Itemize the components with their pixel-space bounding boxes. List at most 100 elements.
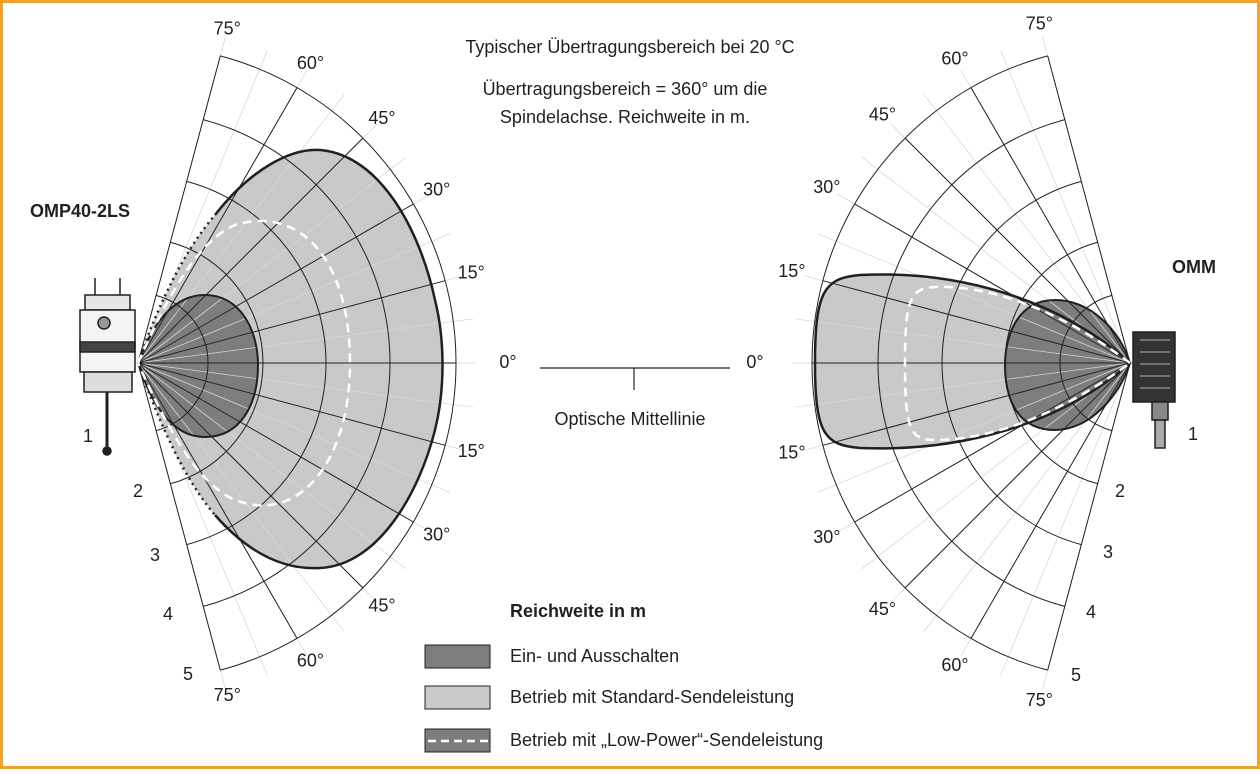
legend-swatch xyxy=(424,644,491,669)
legend-item: Ein- und Ausschalten xyxy=(510,646,679,666)
header-line: Typischer Übertragungsbereich bei 20 °C xyxy=(465,37,794,57)
minor-ray xyxy=(794,362,1131,408)
minor-ray xyxy=(817,233,1131,364)
ray xyxy=(970,362,1131,639)
minor-ray xyxy=(1000,362,1131,676)
switch-outline xyxy=(1003,298,1132,432)
standard-outline xyxy=(813,273,1132,450)
minor-ray xyxy=(923,362,1131,632)
ray xyxy=(1047,362,1131,671)
ray xyxy=(854,362,1131,523)
minor-ray xyxy=(137,156,407,364)
ray xyxy=(822,362,1131,446)
angle-label: 75° xyxy=(214,19,241,39)
range-label: 5 xyxy=(183,664,193,684)
range-label: 5 xyxy=(1071,665,1081,685)
minor-ray xyxy=(817,362,1131,493)
range-label: 4 xyxy=(1086,602,1096,622)
switch-region xyxy=(1005,300,1130,430)
angle-label: 45° xyxy=(869,104,896,124)
angle-label: 30° xyxy=(423,524,450,544)
angle-label: 60° xyxy=(297,53,324,73)
ray xyxy=(822,280,1131,364)
angle-label: 30° xyxy=(813,177,840,197)
minor-ray xyxy=(137,318,474,364)
ring xyxy=(220,55,457,671)
angle-label: 75° xyxy=(214,685,241,705)
angle-label: 60° xyxy=(941,49,968,69)
range-label: 2 xyxy=(1115,481,1125,501)
angle-label: 60° xyxy=(941,655,968,675)
range-label: 3 xyxy=(150,545,160,565)
range-label: 2 xyxy=(133,481,143,501)
legend: Reichweite in m Ein- und Ausschalten Bet… xyxy=(424,601,823,753)
ray xyxy=(137,362,298,639)
minor-ray xyxy=(137,362,345,632)
ring xyxy=(186,180,327,546)
standard-region xyxy=(138,149,443,569)
range-label: 3 xyxy=(1103,542,1113,562)
ring xyxy=(170,241,264,485)
angle-label: 15° xyxy=(458,262,485,282)
legend-item: Betrieb mit Standard-Sendeleistung xyxy=(510,687,794,707)
angle-label: 15° xyxy=(778,261,805,281)
angle-label: 30° xyxy=(813,527,840,547)
device-label: OMP40-2LS xyxy=(30,201,130,221)
minor-ray xyxy=(137,362,474,408)
angle-label: 75° xyxy=(1026,14,1053,34)
angle-label: 60° xyxy=(297,651,324,671)
angle-label: 15° xyxy=(778,442,805,462)
centerline-label: Optische Mittellinie xyxy=(554,409,705,429)
ray xyxy=(137,55,221,364)
low-power-outline xyxy=(136,219,352,507)
angle-label: 15° xyxy=(458,441,485,461)
polar-grid xyxy=(137,36,1131,690)
ring xyxy=(155,294,209,432)
range-label: 1 xyxy=(1188,424,1198,444)
omm-receiver xyxy=(1132,331,1176,449)
angle-label: 45° xyxy=(368,108,395,128)
switch-outline xyxy=(136,293,260,439)
minor-ray xyxy=(137,50,268,364)
minor-ray xyxy=(923,94,1131,364)
minor-ray xyxy=(137,362,407,570)
ray xyxy=(904,362,1131,589)
header-line: Übertragungsbereich = 360° um die xyxy=(483,79,768,99)
ray xyxy=(1047,55,1131,364)
angle-label: 45° xyxy=(869,599,896,619)
minor-ray xyxy=(137,233,451,364)
ring xyxy=(203,119,391,607)
angle-label: 30° xyxy=(423,179,450,199)
angle-label: 45° xyxy=(368,596,395,616)
ring xyxy=(941,180,1082,546)
ray xyxy=(137,362,221,671)
ray xyxy=(137,280,446,364)
legend-swatch xyxy=(424,685,491,710)
angle-label: 75° xyxy=(1026,690,1053,710)
ring xyxy=(877,119,1065,607)
ray xyxy=(137,362,446,446)
range-label: 4 xyxy=(163,604,173,624)
minor-ray xyxy=(861,362,1131,570)
minor-ray xyxy=(137,94,345,364)
ray xyxy=(904,137,1131,364)
omp-probe xyxy=(79,278,136,456)
angle-label: 0° xyxy=(746,352,763,372)
standard-outline-dotted xyxy=(136,214,216,516)
ray xyxy=(854,203,1131,364)
ray xyxy=(137,137,364,364)
low-power-outline xyxy=(903,285,1131,442)
header-line: Spindelachse. Reichweite in m. xyxy=(500,107,750,127)
ray xyxy=(137,362,364,589)
ray xyxy=(137,203,414,364)
minor-ray xyxy=(794,318,1131,364)
ray xyxy=(137,87,298,364)
minor-ray xyxy=(137,362,451,493)
minor-ray xyxy=(1000,50,1131,364)
range-label: 1 xyxy=(83,426,93,446)
outlines xyxy=(136,148,1132,570)
ray xyxy=(137,362,414,523)
standard-outline xyxy=(214,148,444,570)
device-label: OMM xyxy=(1172,257,1216,277)
